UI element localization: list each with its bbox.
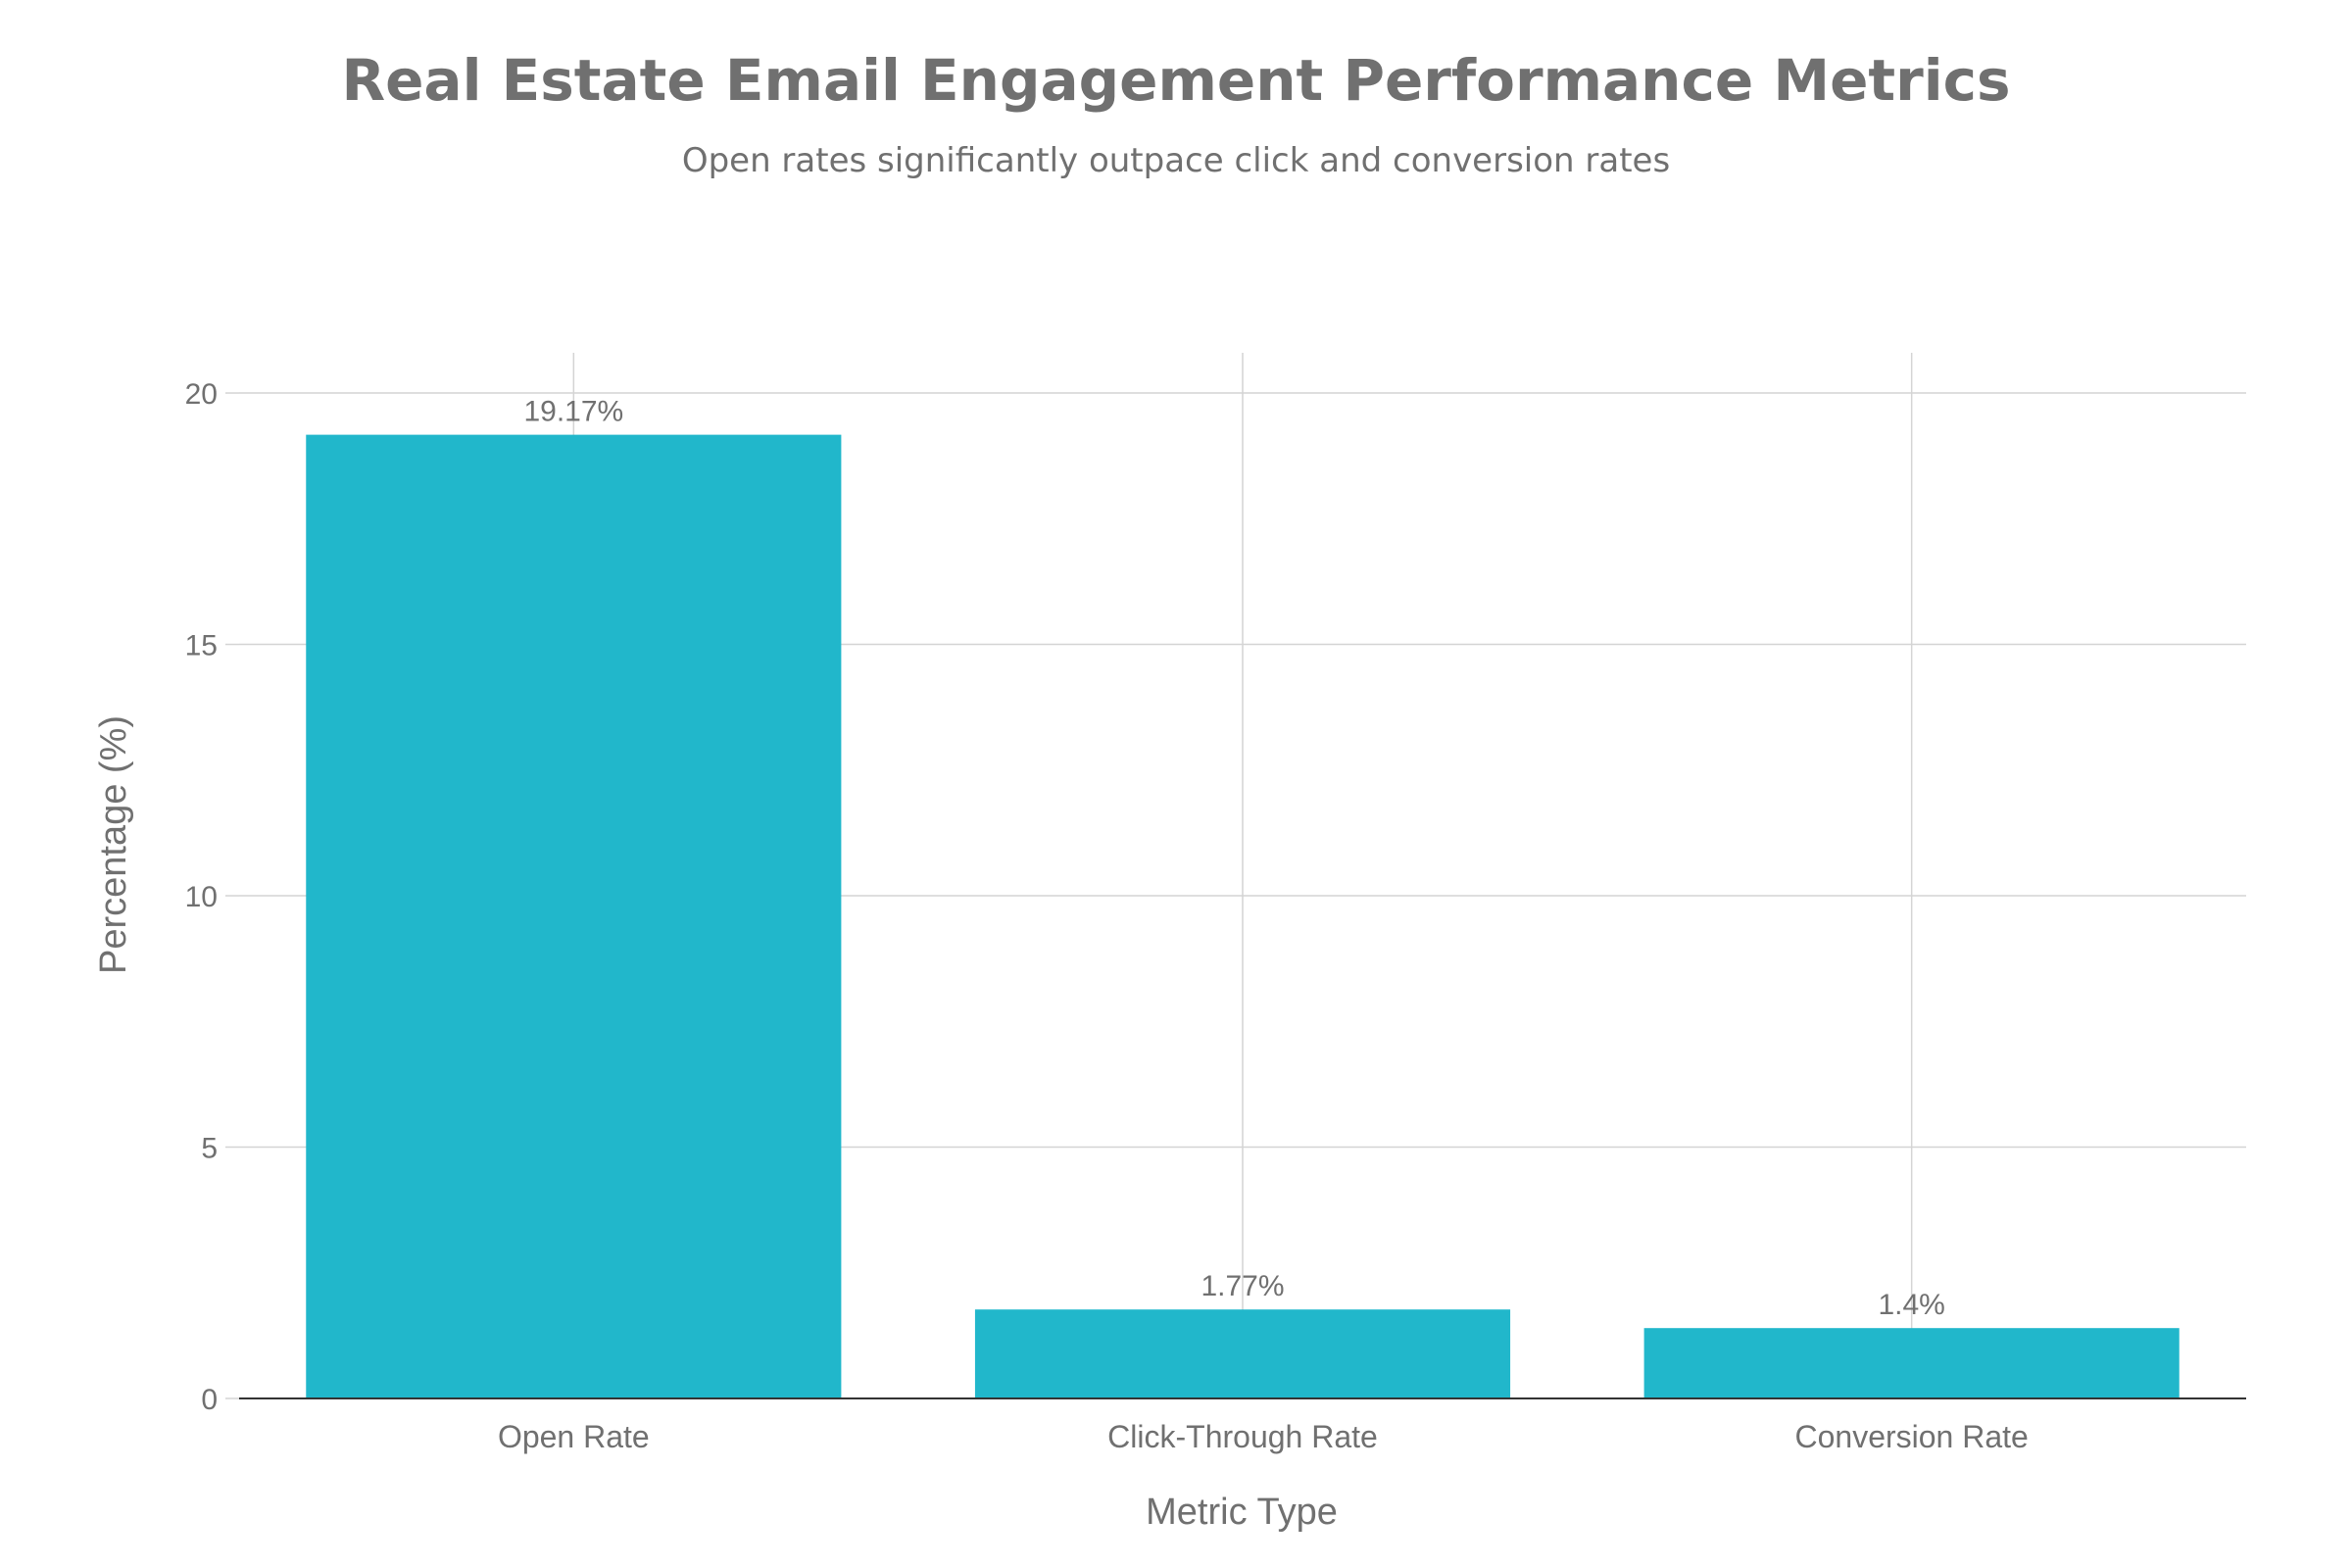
data-label: 1.77% [1200,1270,1284,1302]
y-tick-label: 15 [185,630,218,662]
bar-open-rate [306,434,842,1399]
bars [306,434,2180,1399]
x-tick-label: Conversion Rate [1794,1419,2028,1454]
data-label: 19.17% [523,396,623,428]
chart-subtitle: Open rates significantly outpace click a… [681,141,1671,180]
bar-click-through-rate [974,1309,1511,1398]
y-tick-label: 5 [201,1133,218,1165]
axes [225,392,2246,1399]
y-tick-label: 10 [185,881,218,913]
y-tick-label: 0 [201,1384,218,1416]
x-tick-label: Open Rate [498,1419,650,1454]
bar-conversion-rate [1643,1328,2180,1398]
labels: 0 5 10 15 20 19.17% 1.77% 1.4% Open Rate Click-Th… [185,378,2029,1454]
y-tick-label: 20 [185,378,218,411]
x-axis-title: Metric Type [1146,1492,1338,1533]
chart-title: Real Estate Email Engagement Performance… [341,47,2011,114]
x-tick-label: Click-Through Rate [1107,1419,1378,1454]
data-label: 1.4% [1878,1289,1944,1321]
y-axis-title: Percentage (%) [93,715,134,974]
